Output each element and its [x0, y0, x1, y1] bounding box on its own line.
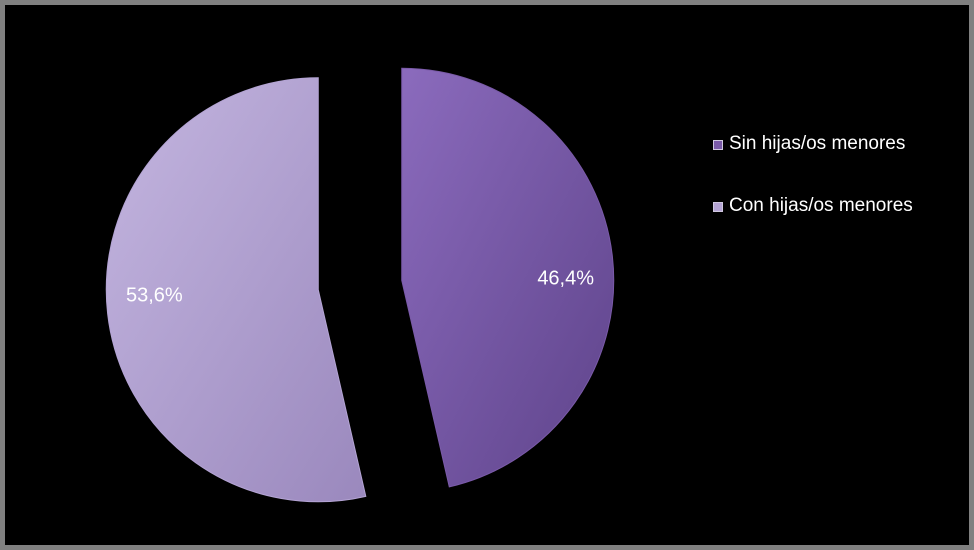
legend-label-con-hijas: Con hijas/os menores: [729, 195, 913, 216]
slice-con-hijas: [105, 77, 367, 503]
legend-item-sin-hijas: Sin hijas/os menores: [713, 132, 963, 156]
legend-item-con-hijas: Con hijas/os menores: [713, 194, 963, 218]
chart-frame: 46,4% 53,6% Sin hijas/os menores Con hija…: [5, 5, 969, 545]
legend-swatch-sin-hijas: [713, 140, 723, 150]
pie-chart: 46,4% 53,6%: [105, 67, 615, 503]
chart-legend: Sin hijas/os menores Con hijas/os menore…: [713, 132, 963, 256]
legend-swatch-con-hijas: [713, 202, 723, 212]
data-label-sin-hijas: 46,4%: [537, 268, 594, 290]
legend-label-sin-hijas: Sin hijas/os menores: [729, 133, 906, 154]
slice-sin-hijas: [401, 67, 615, 488]
data-label-con-hijas: 53,6%: [126, 284, 183, 306]
